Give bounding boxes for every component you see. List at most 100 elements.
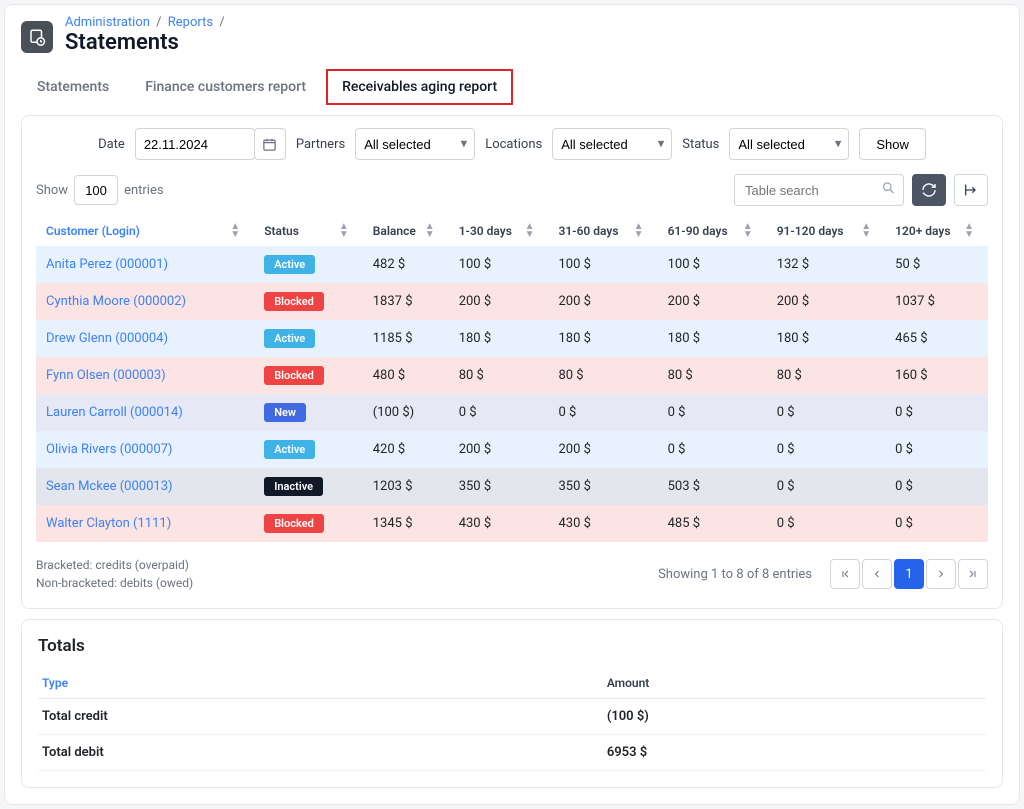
date-label: Date [98, 137, 125, 152]
cell-120plus: 0 $ [885, 431, 988, 468]
cell-91-120: 0 $ [767, 505, 885, 542]
cell-61-90: 100 $ [658, 246, 767, 283]
cell-91-120: 200 $ [767, 283, 885, 320]
refresh-button[interactable] [912, 174, 946, 206]
customer-link[interactable]: Drew Glenn (000004) [46, 331, 168, 346]
customer-link[interactable]: Anita Perez (000001) [46, 257, 168, 272]
cell-31-60: 200 $ [548, 283, 657, 320]
totals-amount-header: Amount [607, 668, 986, 699]
cell-1-30: 430 $ [449, 505, 549, 542]
col-header[interactable]: 1-30 days▲▼ [449, 216, 549, 246]
cell-balance: 480 $ [363, 357, 449, 394]
cell-91-120: 132 $ [767, 246, 885, 283]
cell-120plus: 1037 $ [885, 283, 988, 320]
cell-31-60: 180 $ [548, 320, 657, 357]
status-badge: Active [264, 329, 315, 348]
totals-label: Total credit [38, 699, 607, 735]
tab-receivables-aging[interactable]: Receivables aging report [326, 69, 513, 105]
showing-text: Showing 1 to 8 of 8 entries [658, 567, 812, 582]
table-row: Anita Perez (000001)Active482 $100 $100 … [36, 246, 988, 283]
cell-balance: (100 $) [363, 394, 449, 431]
totals-value: (100 $) [607, 699, 986, 735]
table-footnote: Bracketed: credits (overpaid) Non-bracke… [36, 556, 193, 592]
breadcrumb-reports[interactable]: Reports [168, 15, 213, 30]
cell-120plus: 465 $ [885, 320, 988, 357]
filter-bar: Date Partners ▾ Locations ▾ Status ▾ [36, 128, 988, 160]
cell-61-90: 180 $ [658, 320, 767, 357]
cell-61-90: 503 $ [658, 468, 767, 505]
col-header[interactable]: 61-90 days▲▼ [658, 216, 767, 246]
cell-1-30: 100 $ [449, 246, 549, 283]
cell-91-120: 0 $ [767, 468, 885, 505]
cell-balance: 1185 $ [363, 320, 449, 357]
customer-link[interactable]: Walter Clayton (1111) [46, 516, 171, 531]
col-header[interactable]: Customer (Login)▲▼ [36, 216, 254, 246]
cell-31-60: 430 $ [548, 505, 657, 542]
report-module-icon [21, 21, 53, 53]
cell-91-120: 0 $ [767, 394, 885, 431]
tab-finance-customers[interactable]: Finance customers report [129, 69, 322, 105]
cell-1-30: 200 $ [449, 283, 549, 320]
status-label: Status [682, 137, 719, 152]
page-title: Statements [65, 30, 228, 55]
table-row: Walter Clayton (1111)Blocked1345 $430 $4… [36, 505, 988, 542]
status-badge: Active [264, 255, 315, 274]
cell-91-120: 80 $ [767, 357, 885, 394]
page-next[interactable] [926, 559, 956, 589]
cell-balance: 482 $ [363, 246, 449, 283]
cell-31-60: 350 $ [548, 468, 657, 505]
breadcrumb: Administration / Reports / [65, 15, 228, 30]
breadcrumb-admin[interactable]: Administration [65, 15, 150, 30]
page-prev[interactable] [862, 559, 892, 589]
cell-31-60: 200 $ [548, 431, 657, 468]
table-row: Drew Glenn (000004)Active1185 $180 $180 … [36, 320, 988, 357]
table-row: Olivia Rivers (000007)Active420 $200 $20… [36, 431, 988, 468]
page-last[interactable] [958, 559, 988, 589]
date-input[interactable] [135, 128, 255, 160]
cell-61-90: 0 $ [658, 394, 767, 431]
col-header[interactable]: Status▲▼ [254, 216, 363, 246]
page-1[interactable]: 1 [894, 559, 924, 589]
page-first[interactable] [830, 559, 860, 589]
col-header[interactable]: 91-120 days▲▼ [767, 216, 885, 246]
cell-balance: 1203 $ [363, 468, 449, 505]
cell-120plus: 0 $ [885, 394, 988, 431]
cell-61-90: 485 $ [658, 505, 767, 542]
cell-91-120: 180 $ [767, 320, 885, 357]
show-button[interactable]: Show [859, 128, 926, 160]
table-row: Cynthia Moore (000002)Blocked1837 $200 $… [36, 283, 988, 320]
col-header[interactable]: 120+ days▲▼ [885, 216, 988, 246]
customer-link[interactable]: Sean Mckee (000013) [46, 479, 173, 494]
table-search-input[interactable] [734, 174, 904, 206]
tab-statements[interactable]: Statements [21, 69, 125, 105]
cell-31-60: 100 $ [548, 246, 657, 283]
status-badge: Blocked [264, 514, 324, 533]
col-header[interactable]: Balance▲▼ [363, 216, 449, 246]
partners-select[interactable] [355, 128, 475, 160]
tabs: Statements Finance customers report Rece… [5, 69, 1019, 105]
cell-120plus: 0 $ [885, 505, 988, 542]
status-badge: Inactive [264, 477, 323, 496]
status-select[interactable] [729, 128, 849, 160]
cell-61-90: 0 $ [658, 431, 767, 468]
cell-61-90: 80 $ [658, 357, 767, 394]
search-icon [881, 181, 896, 200]
customer-link[interactable]: Lauren Carroll (000014) [46, 405, 183, 420]
export-button[interactable] [954, 174, 988, 206]
status-badge: New [264, 403, 306, 422]
col-header[interactable]: 31-60 days▲▼ [548, 216, 657, 246]
customer-link[interactable]: Olivia Rivers (000007) [46, 442, 172, 457]
customer-link[interactable]: Cynthia Moore (000002) [46, 294, 186, 309]
entries-label: entries [124, 183, 164, 198]
cell-1-30: 0 $ [449, 394, 549, 431]
aging-table: Customer (Login)▲▼Status▲▼Balance▲▼1-30 … [36, 216, 988, 542]
totals-table: Type Amount Total credit(100 $)Total deb… [38, 668, 986, 771]
cell-120plus: 0 $ [885, 468, 988, 505]
customer-link[interactable]: Fynn Olsen (000003) [46, 368, 166, 383]
table-row: Sean Mckee (000013)Inactive1203 $350 $35… [36, 468, 988, 505]
per-page-input[interactable] [74, 175, 118, 205]
cell-1-30: 350 $ [449, 468, 549, 505]
calendar-icon[interactable] [254, 128, 286, 160]
locations-select[interactable] [552, 128, 672, 160]
cell-balance: 420 $ [363, 431, 449, 468]
